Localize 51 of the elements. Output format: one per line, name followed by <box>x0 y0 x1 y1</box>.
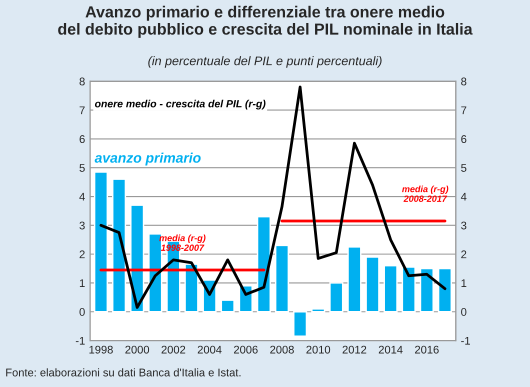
x-tick-label: 2010 <box>306 346 330 354</box>
y-tick-label: -1 <box>76 336 85 345</box>
bar <box>329 282 344 312</box>
y2-tick-label: 6 <box>461 135 466 144</box>
x-tick-label: 2008 <box>270 346 294 354</box>
bar <box>402 266 416 312</box>
y-tick-label: 6 <box>80 135 85 144</box>
bar <box>274 244 290 312</box>
source-note: Fonte: elaborazioni su dati Banca d'Italia e Istat. <box>6 368 240 376</box>
bar <box>365 256 380 312</box>
y2-tick-label: 8 <box>461 78 466 86</box>
y2-tick-label: 1 <box>462 279 466 287</box>
x-tick-label: 2002 <box>162 346 186 354</box>
bar <box>293 311 308 337</box>
x-tick-label: 2016 <box>415 346 439 354</box>
bar <box>347 246 362 312</box>
y2-tick-label: 0 <box>461 308 466 316</box>
bar <box>311 308 326 312</box>
chart-subtitle: (in percentuale del PIL e punti percentuali) <box>148 56 382 68</box>
y-tick-label: 7 <box>80 106 85 114</box>
y2-tick-label: 5 <box>461 164 466 172</box>
y2-tick-label: 4 <box>460 192 467 201</box>
y-tick-label: 3 <box>79 222 85 230</box>
y-tick-label: 5 <box>80 164 85 172</box>
x-tick-label: 2004 <box>198 346 222 354</box>
series-label: avanzo primario <box>94 152 201 166</box>
bar <box>184 264 199 312</box>
y2-tick-label: 7 <box>461 106 466 114</box>
text: onere medio - crescita del PIL (r-g) <box>94 100 266 110</box>
y-tick-label: 2 <box>80 250 85 258</box>
x-tick-label: 2014 <box>378 346 403 354</box>
y2-tick-label: 3 <box>461 222 466 230</box>
bar <box>94 171 108 312</box>
x-tick-label: 2012 <box>342 346 366 354</box>
bar <box>438 268 452 312</box>
y-tick-label: 4 <box>79 192 85 201</box>
text: media (r-g) 2008-2017 <box>402 186 448 202</box>
chart-title: Avanzo primario e differenziale tra onere medio del debito pubblico e crescita del PIL nominale in Italia <box>58 6 473 38</box>
bar <box>256 216 271 312</box>
y2-tick-label: -1 <box>461 336 470 345</box>
y2-tick-label: 2 <box>461 250 466 258</box>
x-tick-label: 1998 <box>89 346 113 354</box>
bar <box>220 300 235 312</box>
y-tick-label: 0 <box>79 308 85 316</box>
x-tick-label: 2000 <box>125 346 150 354</box>
y-tick-label: 1 <box>80 279 85 287</box>
bar <box>384 264 398 312</box>
y-tick-label: 8 <box>80 78 85 86</box>
x-tick-label: 2006 <box>234 346 258 354</box>
bar <box>420 268 434 312</box>
bar <box>112 178 126 312</box>
